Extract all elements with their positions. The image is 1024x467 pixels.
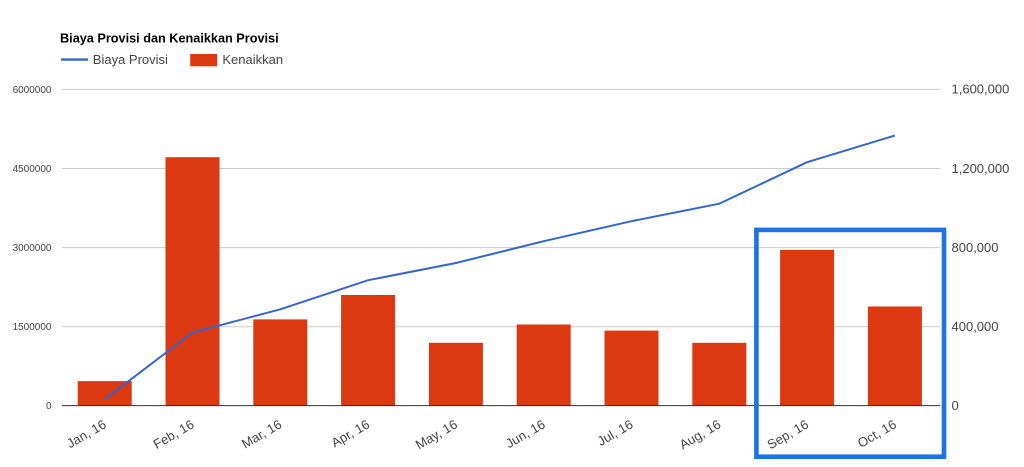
svg-text:Kenaikkan: Kenaikkan [222, 52, 283, 67]
svg-text:400,000: 400,000 [952, 319, 999, 334]
svg-text:1500000: 1500000 [13, 322, 52, 333]
svg-text:800,000: 800,000 [952, 240, 999, 255]
svg-text:1,200,000: 1,200,000 [952, 161, 1010, 176]
svg-text:3000000: 3000000 [13, 243, 52, 254]
svg-text:1,600,000: 1,600,000 [952, 82, 1010, 97]
svg-text:4500000: 4500000 [13, 164, 52, 175]
svg-text:6000000: 6000000 [13, 85, 52, 96]
svg-text:Biaya Provisi: Biaya Provisi [93, 52, 168, 67]
svg-text:0: 0 [46, 401, 52, 412]
svg-text:Biaya Provisi dan Kenaikkan Pr: Biaya Provisi dan Kenaikkan Provisi [60, 31, 279, 45]
svg-text:0: 0 [952, 398, 959, 413]
